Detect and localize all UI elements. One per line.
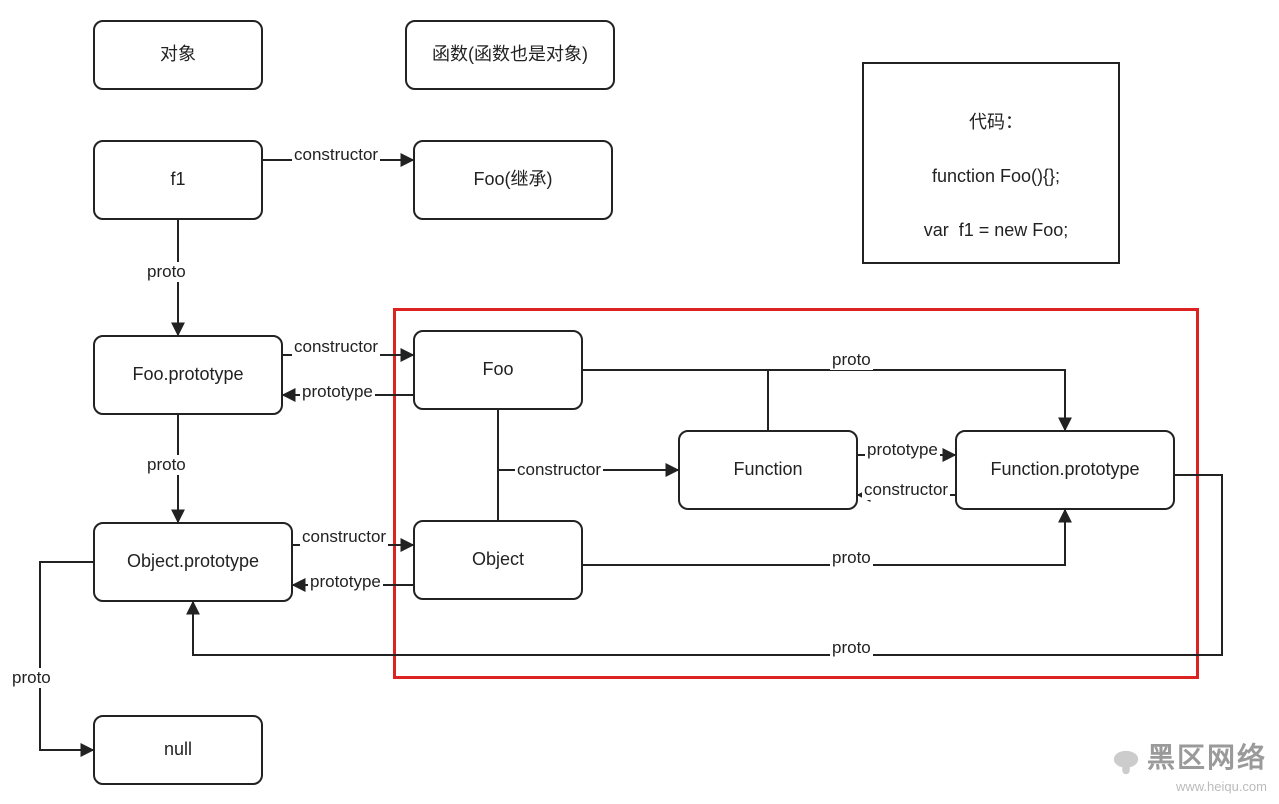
node-object: Object [413,520,583,600]
edge-label-funcproto-function-constructor: constructor [862,480,950,500]
node-label: Foo.prototype [132,363,243,386]
node-object-legend: 对象 [93,20,263,90]
node-label: Function.prototype [990,458,1139,481]
mushroom-icon [1111,748,1141,778]
code-line-2: function Foo(){}; [932,166,1060,186]
edge-label-f1-foo-constructor: constructor [292,145,380,165]
edge-label-fooproto-objproto-proto: proto [145,455,188,475]
edge-label-function-funcproto-prototype: prototype [865,440,940,460]
node-label: Foo(继承) [473,168,552,191]
node-label: null [164,738,192,761]
node-label: Function [733,458,802,481]
edge-label-objproto-object-constructor: constructor [300,527,388,547]
node-function: Function [678,430,858,510]
edge-label-foo-funcproto-proto: proto [830,350,873,370]
code-line-3: var f1 = new Foo; [924,220,1069,240]
edge-label-f1-fooproto-proto: proto [145,262,188,282]
node-label: 对象 [160,43,196,66]
edge-label-object-funcproto-proto: proto [830,548,873,568]
node-function-legend: 函数(函数也是对象) [405,20,615,90]
node-f1: f1 [93,140,263,220]
node-label: Object [472,548,524,571]
edge-label-object-objproto-prototype: prototype [308,572,383,592]
edge-label-funcproto-objproto-proto: proto [830,638,873,658]
node-null: null [93,715,263,785]
edge-label-foo-function-constructor: constructor [515,460,603,480]
edge-label-fooproto-foo-constructor: constructor [292,337,380,357]
node-object-prototype: Object.prototype [93,522,293,602]
node-label: f1 [170,168,185,191]
edge-label-foo-fooproto-prototype: prototype [300,382,375,402]
watermark-en: www.heiqu.com [1176,779,1267,794]
edge-objproto-null-proto [40,562,93,750]
node-foo: Foo [413,330,583,410]
node-label: Object.prototype [127,550,259,573]
node-label: 函数(函数也是对象) [432,43,588,66]
code-box: 代码： function Foo(){}; var f1 = new Foo; [862,62,1120,264]
node-foo-inherit: Foo(继承) [413,140,613,220]
edge-label-objproto-null-proto: proto [10,668,53,688]
node-foo-prototype: Foo.prototype [93,335,283,415]
node-function-prototype: Function.prototype [955,430,1175,510]
code-line-1: 代码： [969,112,1023,132]
watermark: 黑区网络 www.heiqu.com [1111,736,1267,796]
watermark-ch: 黑区网络 [1147,742,1267,773]
node-label: Foo [482,358,513,381]
